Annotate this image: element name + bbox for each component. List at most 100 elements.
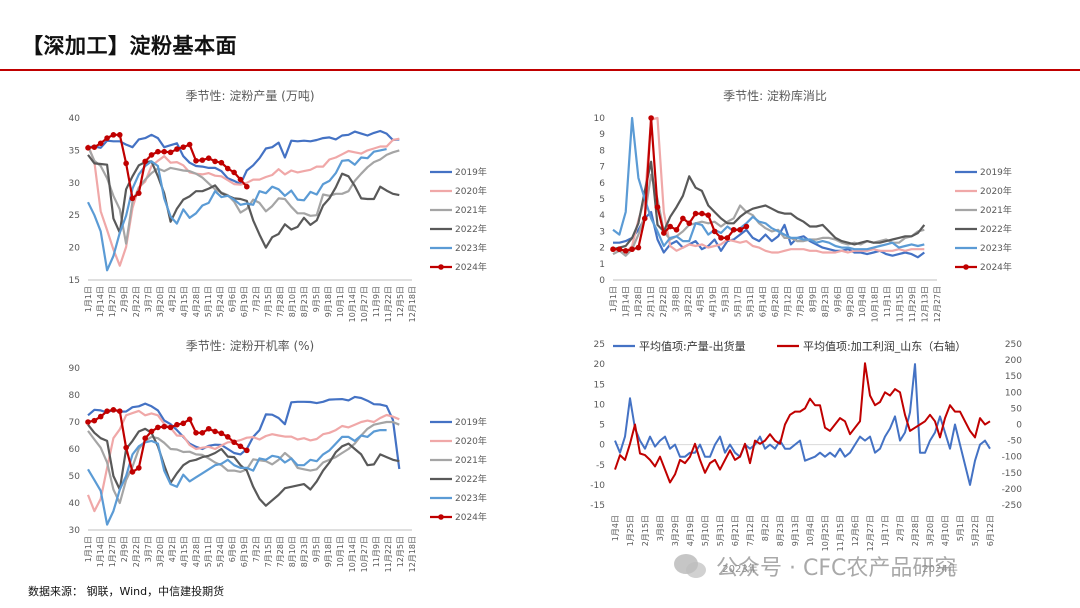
data-point: [673, 226, 680, 233]
series-line-2020年: [86, 137, 400, 267]
y-left-tick-label: -5: [596, 461, 605, 471]
x-tick-label: 9月6日: [833, 286, 842, 312]
legend-label: 2020年: [980, 185, 1012, 197]
data-point: [730, 226, 737, 233]
x-tick-label: 3月20日: [156, 536, 165, 567]
x-tick-label: 2月9日: [120, 286, 129, 312]
data-point: [142, 435, 148, 441]
data-point: [743, 223, 750, 230]
y-right-tick-label: -250: [1002, 501, 1023, 511]
y-tick-label: 60: [69, 445, 81, 455]
series-line-2022年: [612, 160, 926, 251]
chart-title: 季节性: 淀粉开机率 (%): [186, 338, 314, 353]
data-point: [193, 157, 199, 164]
series-line-2020年: [612, 116, 925, 254]
y-tick-label: 5: [599, 195, 605, 205]
x-tick-label: 3月20日: [926, 515, 935, 546]
legend-label: 平均值项:产量-出货量: [639, 339, 746, 353]
y-tick-label: 2: [599, 244, 605, 254]
x-tick-label: 9月13日: [791, 515, 800, 546]
data-point: [718, 235, 724, 241]
x-tick-label: 12月27日: [866, 515, 875, 551]
legend-label: 2021年: [455, 454, 487, 466]
y-tick-label: 50: [69, 472, 81, 482]
data-source: 数据来源： 钢联，Wind，中信建投期货: [28, 585, 225, 598]
x-tick-label: 8月10日: [288, 536, 297, 567]
data-point: [91, 144, 98, 150]
y-left-tick-label: 25: [594, 340, 605, 350]
x-tick-label: 5月3日: [721, 286, 730, 312]
y-right-tick-label: 150: [1005, 372, 1022, 382]
x-tick-label: 9月5日: [312, 536, 321, 562]
y-left-tick-label: 5: [599, 421, 605, 431]
y-tick-label: 9: [599, 130, 605, 140]
x-tick-label: 7月2日: [252, 286, 261, 312]
data-point: [641, 215, 648, 222]
wechat-icon: [672, 551, 708, 581]
x-tick-label: 12月18日: [408, 536, 417, 572]
watermark: 公众号 · CFC农产品研究: [672, 548, 1052, 584]
x-tick-label: 9月20日: [846, 286, 855, 317]
data-point: [212, 158, 218, 165]
x-tick-label: 11月22日: [384, 286, 393, 322]
x-tick-label: 2月11日: [646, 286, 655, 317]
page-title: 【深加工】淀粉基本面: [22, 34, 237, 58]
legend-label: 2021年: [455, 204, 487, 216]
x-tick-label: 10月25日: [821, 515, 830, 551]
x-tick-label: 12月5日: [396, 286, 405, 317]
data-point: [224, 165, 231, 172]
data-point: [110, 132, 117, 138]
data-point: [104, 408, 110, 414]
chart-title: 季节性: 淀粉产量 (万吨): [185, 89, 314, 103]
x-tick-label: 2月22日: [132, 286, 141, 317]
x-tick-label: 2月28日: [911, 515, 920, 546]
legend-label: 2023年: [455, 492, 487, 504]
data-point: [244, 183, 250, 190]
y-tick-label: 1: [599, 260, 605, 270]
y-tick-label: 25: [69, 211, 80, 221]
data-point: [244, 447, 250, 454]
series-line-2022年: [87, 154, 400, 249]
y-tick-label: 90: [69, 364, 81, 374]
x-tick-label: 5月31日: [746, 286, 755, 317]
series-line-2024年: [613, 116, 747, 252]
y-tick-label: 7: [599, 163, 605, 173]
y-left-tick-label: -10: [590, 481, 605, 491]
x-tick-label: 4月15日: [180, 286, 189, 317]
data-point: [167, 424, 174, 431]
data-point: [237, 443, 244, 450]
x-tick-label: 10月18日: [871, 286, 880, 322]
year-label: 2024年: [922, 562, 957, 575]
x-tick-label: 2月15日: [641, 515, 650, 546]
x-tick-label: 3月22日: [684, 286, 693, 317]
x-tick-label: 8月23日: [776, 515, 785, 546]
x-tick-label: 1月14日: [621, 286, 630, 317]
x-tick-label: 5月22日: [971, 515, 980, 546]
y-tick-label: 8: [599, 146, 605, 156]
x-tick-label: 6月28日: [771, 286, 780, 317]
x-tick-label: 3月8日: [656, 515, 665, 541]
x-tick-label: 4月19日: [686, 515, 695, 546]
legend-marker: [963, 264, 969, 270]
x-tick-label: 10月14日: [348, 536, 357, 572]
data-point: [199, 157, 206, 163]
data-point: [212, 428, 218, 435]
chart-operating-rate-panel: 季节性: 淀粉开机率 (%) 30 40 50 60 70 80 90 1月1日 1月14日 1月2…: [20, 330, 520, 580]
x-tick-label: 5月11日: [204, 536, 213, 567]
y-tick-label: 70: [69, 418, 81, 428]
x-tick-label: 10月4日: [806, 515, 815, 546]
y-left-tick-label: -15: [590, 501, 605, 511]
y-tick-label: 0: [599, 276, 605, 286]
x-tick-label: 1月27日: [108, 286, 117, 317]
x-tick-label: 2月22日: [132, 536, 141, 567]
data-point: [218, 430, 225, 437]
data-point: [110, 407, 117, 413]
legend-marker: [438, 514, 444, 520]
data-point: [104, 135, 110, 141]
data-point: [686, 220, 693, 227]
series-line-2021年: [86, 146, 400, 245]
y-tick-label: 6: [599, 179, 605, 189]
x-tick-label: 11月15日: [836, 515, 845, 551]
data-point: [167, 149, 174, 156]
series-line-2023年: [612, 116, 925, 251]
